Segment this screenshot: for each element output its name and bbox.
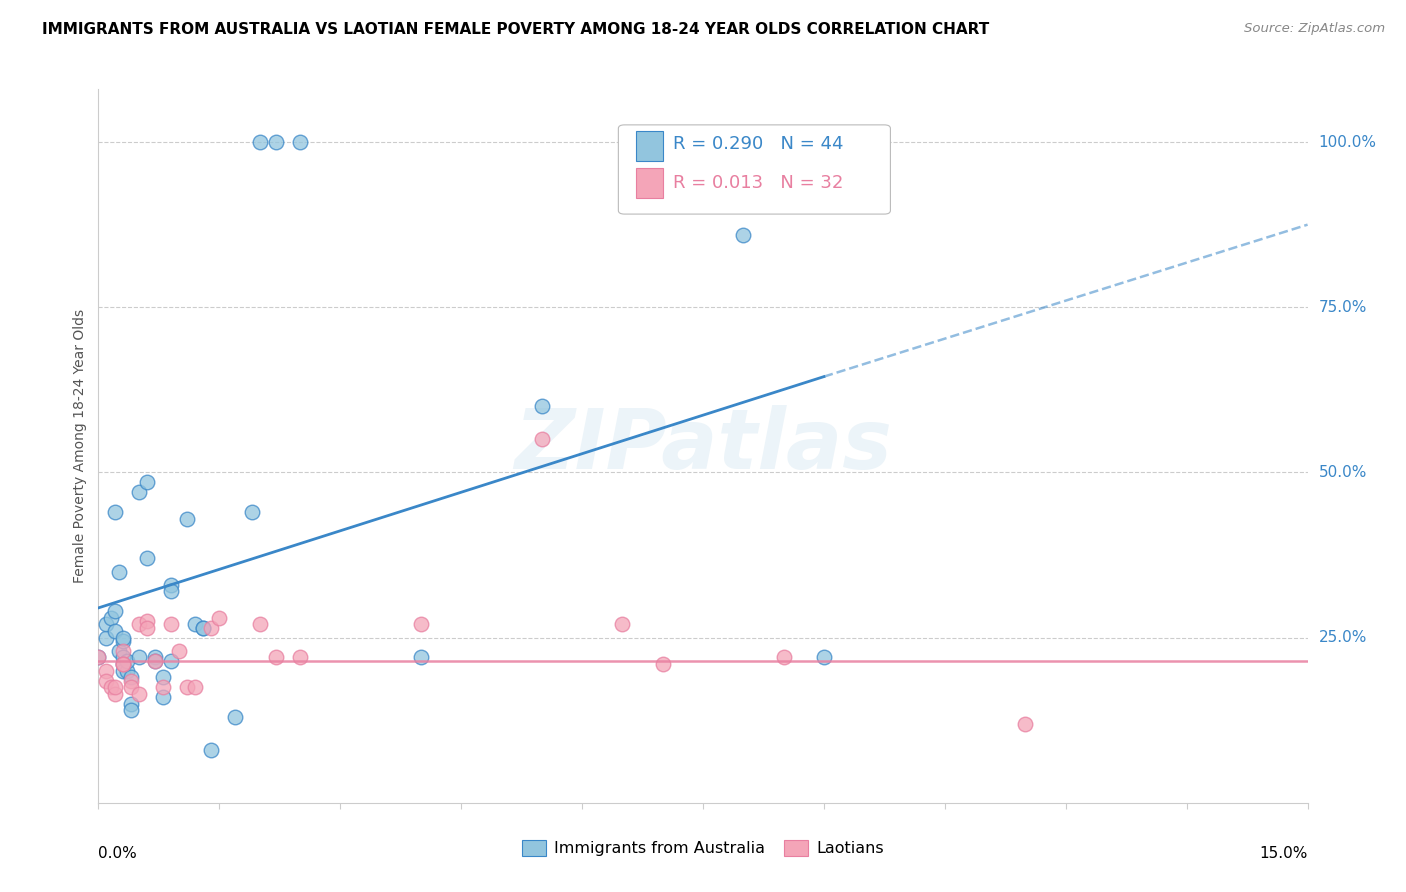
Legend: Immigrants from Australia, Laotians: Immigrants from Australia, Laotians <box>516 833 890 863</box>
Text: 25.0%: 25.0% <box>1319 630 1367 645</box>
FancyBboxPatch shape <box>619 125 890 214</box>
Point <box>107 644 129 658</box>
Point <box>772 650 794 665</box>
Point <box>111 657 134 671</box>
Point <box>111 634 134 648</box>
Point <box>530 400 553 414</box>
Point <box>208 611 231 625</box>
Text: R = 0.013   N = 32: R = 0.013 N = 32 <box>672 174 844 192</box>
Point <box>100 680 122 694</box>
Point <box>152 680 174 694</box>
Point <box>288 650 311 665</box>
Point <box>143 650 166 665</box>
Point <box>264 650 287 665</box>
Point <box>111 644 134 658</box>
Point <box>240 505 263 519</box>
Point <box>193 621 215 635</box>
Point <box>103 624 125 638</box>
Bar <box>637 130 664 161</box>
Text: R = 0.290   N = 44: R = 0.290 N = 44 <box>672 136 844 153</box>
Point <box>96 664 118 678</box>
Text: ZIPatlas: ZIPatlas <box>515 406 891 486</box>
Point <box>100 611 122 625</box>
Point <box>103 687 125 701</box>
Text: 0.0%: 0.0% <box>98 846 138 861</box>
Point <box>115 664 138 678</box>
Point <box>87 650 110 665</box>
Point <box>120 680 142 694</box>
Point <box>612 617 634 632</box>
Point <box>103 505 125 519</box>
Point <box>111 664 134 678</box>
Point <box>160 578 183 592</box>
Point <box>409 617 432 632</box>
Y-axis label: Female Poverty Among 18-24 Year Olds: Female Poverty Among 18-24 Year Olds <box>73 309 87 583</box>
Point <box>120 697 142 711</box>
Point <box>111 631 134 645</box>
Point <box>135 475 157 490</box>
Point <box>733 227 755 242</box>
Text: Source: ZipAtlas.com: Source: ZipAtlas.com <box>1244 22 1385 36</box>
Point <box>176 511 198 525</box>
Point <box>120 670 142 684</box>
Point <box>160 654 183 668</box>
Point <box>128 687 150 701</box>
Point <box>249 617 271 632</box>
Point <box>120 703 142 717</box>
Text: IMMIGRANTS FROM AUSTRALIA VS LAOTIAN FEMALE POVERTY AMONG 18-24 YEAR OLDS CORREL: IMMIGRANTS FROM AUSTRALIA VS LAOTIAN FEM… <box>42 22 990 37</box>
Point <box>111 657 134 671</box>
Point <box>111 650 134 665</box>
Point <box>813 650 835 665</box>
Point <box>128 617 150 632</box>
Point <box>107 565 129 579</box>
Point <box>409 650 432 665</box>
Point <box>193 621 215 635</box>
Point <box>160 584 183 599</box>
Point <box>120 673 142 688</box>
Point <box>184 617 207 632</box>
Point <box>152 670 174 684</box>
Text: 75.0%: 75.0% <box>1319 300 1367 315</box>
Point <box>135 551 157 566</box>
Text: 100.0%: 100.0% <box>1319 135 1376 150</box>
Point <box>128 650 150 665</box>
Point <box>96 631 118 645</box>
Point <box>184 680 207 694</box>
Point <box>288 135 311 149</box>
Text: 15.0%: 15.0% <box>1260 846 1308 861</box>
Point <box>167 644 190 658</box>
Point <box>96 617 118 632</box>
Point <box>1014 716 1036 731</box>
Point <box>103 680 125 694</box>
Point <box>111 657 134 671</box>
Point <box>143 654 166 668</box>
Point <box>200 621 222 635</box>
Point <box>103 604 125 618</box>
Point <box>135 614 157 628</box>
Point <box>249 135 271 149</box>
Point <box>651 657 673 671</box>
Point <box>176 680 198 694</box>
Bar <box>637 169 664 198</box>
Point <box>160 617 183 632</box>
Point <box>152 690 174 704</box>
Point <box>87 650 110 665</box>
Point <box>264 135 287 149</box>
Point <box>96 673 118 688</box>
Point <box>224 710 246 724</box>
Point <box>200 743 222 757</box>
Text: 50.0%: 50.0% <box>1319 465 1367 480</box>
Point <box>128 485 150 500</box>
Point <box>530 433 553 447</box>
Point <box>135 621 157 635</box>
Point <box>115 654 138 668</box>
Point <box>143 654 166 668</box>
